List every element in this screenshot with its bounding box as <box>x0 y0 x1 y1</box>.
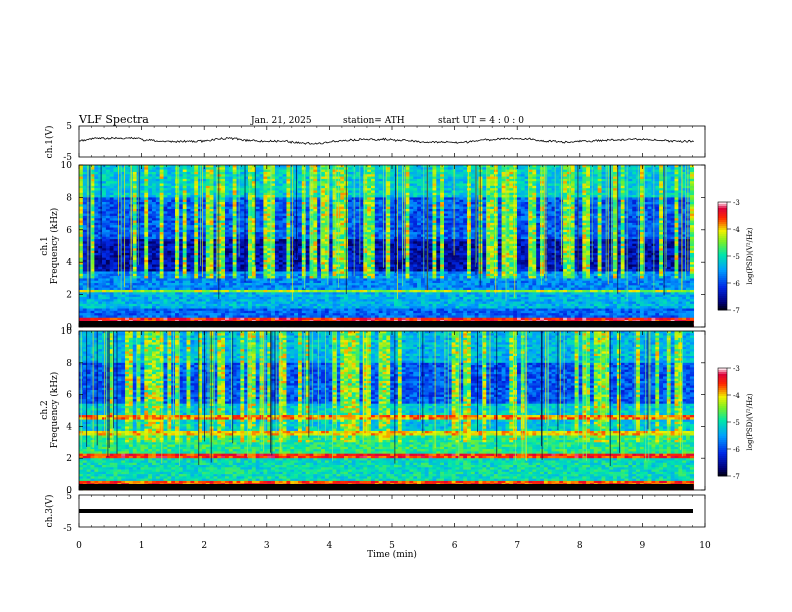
xtick-label: 10 <box>699 541 711 551</box>
ch1-ytick-top: 5 <box>66 122 72 132</box>
ytick-label: 4 <box>66 258 72 268</box>
ch1-waveform-panel: 5 -5 ch.1(V) <box>44 122 706 163</box>
xtick-label: 5 <box>389 541 395 551</box>
ch2-colorbar-ticks: -3 -4 -5 -6 -7 <box>727 365 740 481</box>
ch2-spectrogram-channel-label: ch.2 <box>40 400 50 419</box>
ch1-colorbar: -3 -4 -5 -6 -7 log(PSD)(V²/Hz) <box>717 199 754 315</box>
ch3-waveform-panel: 5 -5 ch.3(V) 0 1 2 3 4 5 6 7 8 9 10 Time (min) <box>44 492 711 560</box>
colorbar-tick-label: -5 <box>733 419 740 427</box>
colorbar-tick-label: -3 <box>733 199 740 207</box>
ch1-spectrogram-image <box>79 165 695 328</box>
ytick-label: 0 <box>66 486 72 496</box>
ch2-spectrogram-yticks: 0 2 4 6 8 10 <box>61 327 705 496</box>
ch2-colorbar-label: log(PSD)(V²/Hz) <box>746 393 754 450</box>
ytick-label: 4 <box>66 422 72 432</box>
ch2-spectrogram-image <box>79 331 695 491</box>
ch1-waveform-line <box>78 136 694 145</box>
time-axis-ticklabels: 0 1 2 3 4 5 6 7 8 9 10 <box>76 541 711 551</box>
colorbar-tick-label: -4 <box>733 392 740 400</box>
colorbar-tick-label: -4 <box>733 226 740 234</box>
ch1-waveform-ylabel: ch.1(V) <box>44 126 55 159</box>
ch3-waveform-line <box>79 509 693 513</box>
ytick-label: 6 <box>66 391 72 401</box>
ch3-waveform-xticks <box>78 495 706 527</box>
xtick-label: 4 <box>327 541 333 551</box>
ytick-label: 10 <box>61 327 73 337</box>
xtick-label: 7 <box>514 541 520 551</box>
xtick-label: 1 <box>139 541 145 551</box>
ch3-ytick-top: 5 <box>66 492 72 502</box>
xtick-label: 6 <box>452 541 458 551</box>
ch2-spectrogram-xticks <box>78 331 706 490</box>
ch1-spectrogram-panel: 0 2 4 6 8 10 ch.1 Frequency (kHz) <box>40 161 706 333</box>
colorbar-tick-label: -6 <box>733 446 740 454</box>
xtick-label: 8 <box>577 541 583 551</box>
xtick-label: 3 <box>264 541 270 551</box>
station-label: station= ATH <box>343 116 405 126</box>
time-axis-label: Time (min) <box>367 549 417 560</box>
ch1-colorbar-label: log(PSD)(V²/Hz) <box>746 227 754 284</box>
ch2-colorbar: -3 -4 -5 -6 -7 log(PSD)(V²/Hz) <box>717 365 754 481</box>
colorbar-tick-label: -7 <box>733 307 740 315</box>
ytick-label: 2 <box>66 454 72 464</box>
ch2-spectrogram-ylabel: Frequency (kHz) <box>49 372 60 449</box>
date-label: Jan. 21, 2025 <box>250 116 312 126</box>
ch1-ytick-bottom: -5 <box>63 153 72 163</box>
ch2-spectrogram-panel: 0 2 4 6 8 10 ch.2 Frequency (kHz) <box>40 327 706 496</box>
colorbar-tick-label: -7 <box>733 473 740 481</box>
ch1-spectrogram-channel-label: ch.1 <box>40 236 50 255</box>
figure-title: VLF Spectra <box>78 113 149 126</box>
xtick-label: 2 <box>201 541 207 551</box>
colorbar-tick-label: -6 <box>733 280 740 288</box>
xtick-label: 9 <box>640 541 646 551</box>
ch1-colorbar-ticks: -3 -4 -5 -6 -7 <box>727 199 740 315</box>
ytick-label: 8 <box>66 359 72 369</box>
ch1-spectrogram-ylabel: Frequency (kHz) <box>49 208 60 285</box>
ch1-waveform-xticks <box>78 126 706 157</box>
colorbar-tick-label: -5 <box>733 253 740 261</box>
ch1-spectrogram-yticks: 0 2 4 6 8 10 <box>61 161 705 333</box>
xtick-label: 0 <box>76 541 82 551</box>
ch3-ytick-bottom: -5 <box>63 524 72 534</box>
ytick-label: 8 <box>66 193 72 203</box>
ch3-waveform-ylabel: ch.3(V) <box>44 495 55 528</box>
ytick-label: 10 <box>61 161 73 171</box>
ch1-spectrogram-xticks <box>78 165 706 327</box>
start-time-label: start UT = 4 : 0 : 0 <box>438 116 524 126</box>
ytick-label: 2 <box>66 291 72 301</box>
ytick-label: 0 <box>66 323 72 333</box>
colorbar-tick-label: -3 <box>733 365 740 373</box>
ytick-label: 6 <box>66 226 72 236</box>
